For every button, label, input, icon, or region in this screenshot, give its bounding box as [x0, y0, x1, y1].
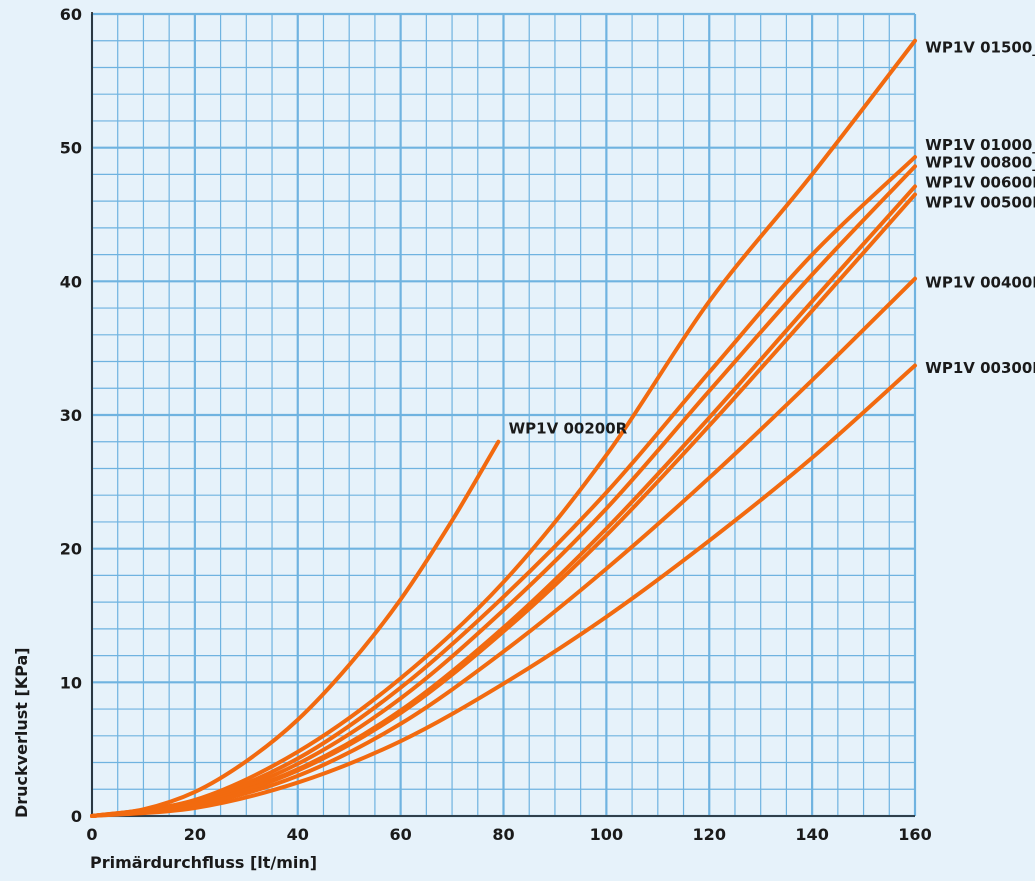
series-label: WP1V 00800_: [925, 153, 1035, 171]
x-tick-label: 60: [389, 825, 411, 844]
x-tick-label: 80: [492, 825, 514, 844]
series-line: [90, 192, 917, 818]
series-line: [90, 155, 917, 818]
y-tick-label: 60: [60, 5, 82, 24]
series-label: WP1V 00200R: [509, 419, 628, 437]
x-tick-label: 40: [287, 825, 309, 844]
series-line: [90, 38, 917, 818]
x-tick-label: 120: [693, 825, 726, 844]
y-tick-label: 0: [71, 807, 82, 826]
series-line: [90, 164, 917, 818]
y-tick-labels: 0 10 20 30 40 50 60: [60, 5, 82, 826]
y-tick-label: 50: [60, 139, 82, 158]
y-tick-label: 20: [60, 540, 82, 559]
grid-major: [90, 12, 917, 818]
series-line: [90, 363, 917, 818]
y-axis-title: Druckverlust [KPa]: [12, 647, 31, 818]
y-tick-label: 40: [60, 272, 82, 291]
series-label: WP1V 00400R: [925, 274, 1035, 292]
series-line: [90, 439, 501, 818]
x-tick-label: 20: [184, 825, 206, 844]
series-lines: [90, 38, 917, 818]
x-axis-title: Primärdurchfluss [lt/min]: [90, 853, 317, 872]
y-tick-label: 30: [60, 406, 82, 425]
series-label: WP1V 00600R: [925, 173, 1035, 191]
x-tick-labels: 0 20 40 60 80 100 120 140 160: [86, 825, 931, 844]
series-label: WP1V 00500R: [925, 193, 1035, 211]
axes: [91, 12, 915, 817]
series-label: WP1V 01500_: [925, 38, 1035, 56]
y-tick-label: 10: [60, 673, 82, 692]
series-label: WP1V 01000_: [925, 136, 1035, 154]
x-tick-label: 100: [590, 825, 623, 844]
series-label: WP1V 00300R: [925, 359, 1035, 377]
series-line: [90, 276, 917, 818]
x-tick-label: 140: [795, 825, 828, 844]
x-tick-label: 160: [898, 825, 931, 844]
x-tick-label: 0: [86, 825, 97, 844]
